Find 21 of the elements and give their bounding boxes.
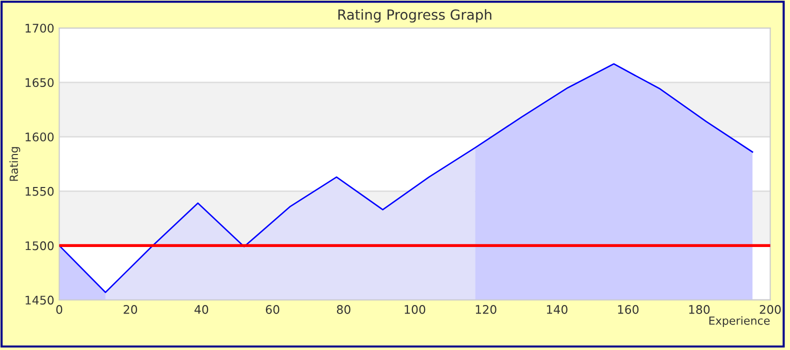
chart-title: Rating Progress Graph <box>338 9 492 23</box>
x-tick-label: 0 <box>56 305 62 314</box>
x-tick-label: 100 <box>404 305 426 314</box>
x-tick-label: 160 <box>618 305 639 314</box>
y-tick-label: 1450 <box>26 296 54 305</box>
y-tick-label: 1550 <box>26 186 54 196</box>
x-tick-label: 60 <box>266 305 280 314</box>
x-tick-label: 140 <box>546 305 568 314</box>
x-tick-label: 200 <box>760 305 781 314</box>
y-tick-label: 1600 <box>26 132 54 142</box>
y-tick-label: 1500 <box>26 241 54 250</box>
line-series <box>59 63 754 294</box>
x-tick-label: 40 <box>194 305 208 314</box>
y-tick-label: 1700 <box>26 24 54 33</box>
x-tick-label: 80 <box>336 305 350 314</box>
x-tick-label: 180 <box>689 305 710 314</box>
x-tick-label: 120 <box>476 305 496 314</box>
y-axis-title: Rating <box>9 147 20 181</box>
y-tick-label: 1650 <box>26 78 54 88</box>
x-axis-title: Experience <box>709 316 770 327</box>
x-tick-label: 20 <box>124 305 138 314</box>
